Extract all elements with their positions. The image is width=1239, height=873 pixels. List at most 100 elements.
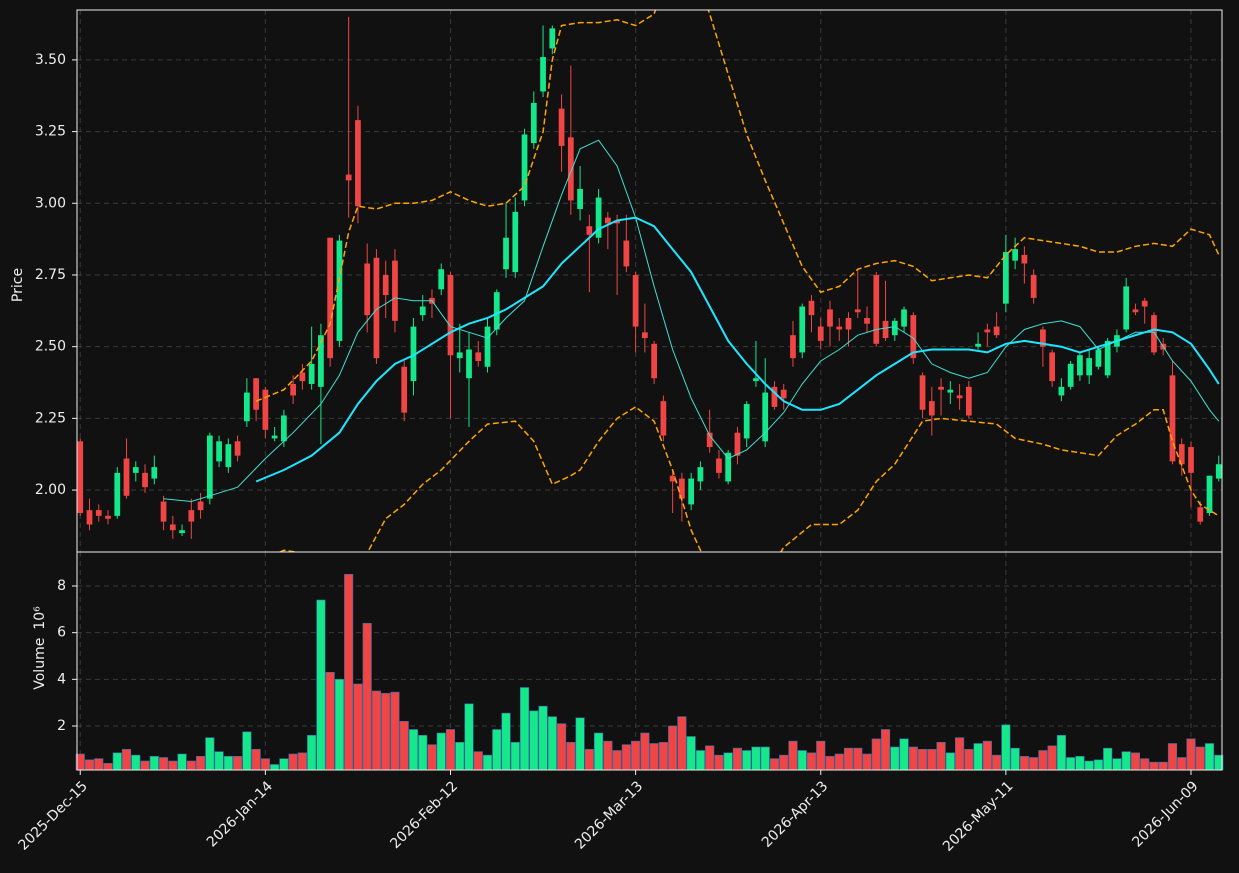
volume-bar — [612, 750, 622, 771]
volume-bar — [640, 732, 650, 771]
candle-body — [197, 501, 204, 511]
volume-bar — [260, 758, 270, 771]
volume-bar — [214, 751, 224, 771]
candle-body — [623, 240, 630, 267]
volume-bar — [140, 760, 150, 771]
candle-body — [262, 389, 269, 430]
volume-bar — [797, 750, 807, 771]
candle-body — [799, 306, 806, 353]
volume-bar — [1149, 761, 1159, 771]
y-tick-label: 3.00 — [35, 195, 66, 211]
volume-bar — [890, 746, 900, 771]
volume-bar — [1130, 752, 1141, 771]
volume-bar — [538, 705, 548, 771]
candle-body — [336, 240, 343, 341]
volume-bar — [992, 754, 1002, 771]
candle-body — [614, 220, 620, 224]
candle-body — [882, 320, 889, 339]
volume-bar — [307, 735, 317, 771]
volume-bar — [1195, 746, 1205, 771]
volume-bar — [223, 756, 233, 771]
candle-body — [318, 335, 324, 387]
candle-body — [234, 441, 241, 456]
volume-bar — [353, 683, 363, 771]
volume-tick-label: 8 — [57, 578, 66, 594]
candle-body — [1086, 358, 1093, 376]
candle-body — [271, 435, 278, 439]
volume-bar — [871, 738, 881, 771]
price-axis-label: Price — [10, 268, 26, 302]
candle-body — [142, 472, 148, 488]
candle-body — [475, 352, 482, 362]
candle-body — [780, 389, 787, 399]
volume-bar — [769, 758, 780, 771]
volume-bar — [677, 716, 687, 771]
volume-bar — [242, 731, 252, 771]
candle-body — [642, 332, 648, 339]
candle-body — [1141, 300, 1148, 307]
volume-bar — [862, 753, 872, 771]
candle-body — [308, 363, 315, 384]
candle-body — [281, 415, 287, 442]
candle-body — [743, 404, 750, 439]
candle-body — [716, 458, 722, 473]
volume-offset: 10⁶ — [32, 606, 48, 630]
candle-body — [345, 174, 352, 181]
volume-bar — [103, 763, 113, 771]
candle-body — [410, 326, 417, 382]
volume-bar — [112, 752, 122, 771]
candle-body — [975, 343, 981, 347]
volume-axis-label: Volume 10⁶ — [32, 606, 48, 690]
candle-body — [1215, 464, 1222, 479]
candle-body — [1040, 329, 1046, 347]
candle-body — [86, 510, 93, 525]
candle-body — [243, 392, 250, 422]
candle-body — [169, 524, 176, 531]
candle-body — [558, 108, 565, 146]
volume-bar — [177, 753, 187, 771]
volume-bar — [825, 756, 835, 771]
y-tick-label: 2.75 — [35, 267, 66, 283]
candle-body — [132, 467, 139, 473]
volume-bar — [695, 750, 705, 771]
volume-bar — [760, 746, 770, 771]
volume-bar — [742, 750, 752, 771]
volume-bar — [418, 735, 428, 771]
volume-bar — [843, 747, 854, 771]
volume-bar — [686, 736, 696, 771]
volume-bar — [279, 758, 289, 771]
candle-body — [864, 317, 870, 324]
volume-bar — [621, 744, 631, 771]
volume-bar — [1112, 758, 1122, 771]
candle-body — [984, 329, 991, 333]
volume-bar — [631, 740, 641, 771]
candle-body — [1123, 286, 1130, 330]
indicator-line — [255, 216, 1220, 483]
volume-bar — [658, 742, 668, 771]
candle-body — [151, 467, 158, 479]
volume-tick-label: 4 — [57, 671, 66, 687]
volume-bar — [936, 742, 946, 771]
volume-bar — [519, 687, 530, 771]
candle-body — [114, 472, 121, 516]
candle-body — [808, 300, 815, 316]
volume-bar — [196, 756, 206, 771]
volume-bar — [547, 716, 557, 771]
volume-bar — [751, 746, 761, 771]
volume-bar — [501, 712, 511, 771]
volume-bar — [131, 754, 141, 771]
candle-body — [549, 28, 556, 49]
candle-body — [1178, 444, 1185, 465]
candle-body — [697, 467, 704, 482]
y-tick-label: 2.50 — [35, 339, 66, 355]
candle-body — [604, 217, 611, 224]
indicator-line — [163, 139, 1220, 503]
candle-body — [401, 366, 408, 413]
volume-bar — [1038, 750, 1048, 771]
volume-bar — [473, 751, 483, 771]
candle-body — [77, 441, 84, 513]
volume-bar — [945, 752, 955, 771]
candle-body — [651, 343, 657, 379]
volume-bar — [566, 742, 576, 771]
